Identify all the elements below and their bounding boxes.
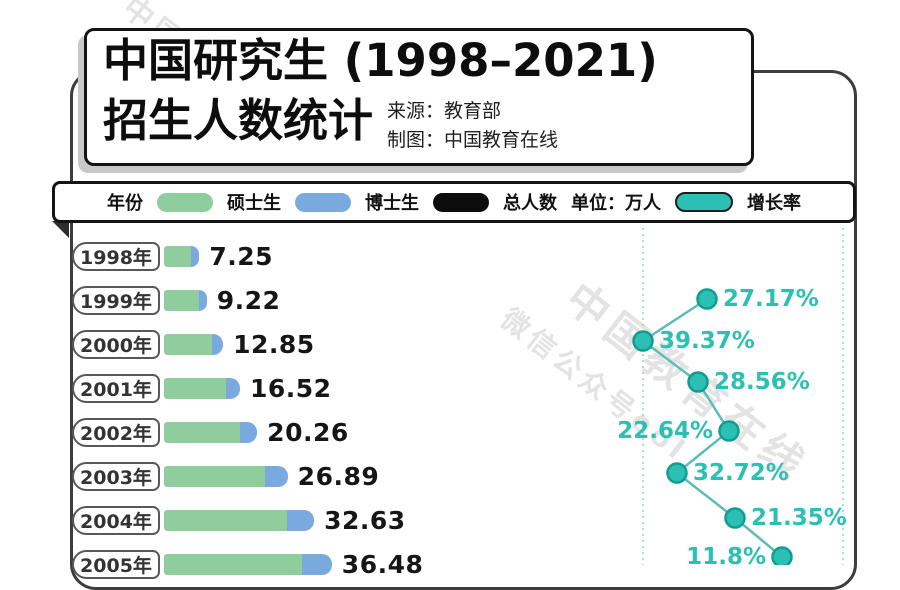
credit-text: 制图：中国教育在线: [387, 129, 559, 152]
doctoral-bar-segment: [212, 333, 224, 355]
doctoral-bar-segment: [287, 509, 315, 531]
year-pill: 2003年: [72, 461, 160, 491]
year-row: 2005年 36.48: [72, 548, 423, 580]
year-row: 2002年 20.26: [72, 416, 349, 448]
growth-dot: [696, 288, 718, 310]
year-row: 1999年 9.22: [72, 284, 280, 316]
masters-bar-segment: [164, 509, 288, 531]
year-row: 2001年 16.52: [72, 372, 332, 404]
year-pill: 2000年: [72, 329, 160, 359]
title-box: 中国研究生 (1998–2021) 招生人数统计 来源：教育部 制图：中国教育在…: [84, 28, 754, 166]
total-value: 36.48: [341, 549, 424, 579]
doctoral-bar-segment: [265, 465, 288, 487]
total-value: 7.25: [209, 241, 274, 271]
growth-dot: [666, 462, 688, 484]
doctoral-bar-segment: [301, 553, 332, 575]
page-title-line2: 招生人数统计: [103, 94, 374, 148]
total-value: 20.26: [267, 417, 349, 447]
enrollment-bar: [164, 377, 240, 399]
growth-rate-value: 11.8%: [686, 544, 766, 570]
enrollment-bar: [164, 333, 224, 355]
enrollment-bar: [164, 245, 200, 267]
masters-bar-segment: [164, 245, 192, 267]
enrollment-bar: [164, 553, 332, 575]
growth-rate-value: 39.37%: [659, 328, 755, 354]
growth-dot: [771, 546, 793, 565]
growth-rate-value: 28.56%: [714, 369, 810, 395]
doctoral-bar-segment: [198, 289, 207, 311]
doctoral-bar-segment: [240, 421, 258, 443]
year-row: 1998年 7.25: [72, 240, 273, 272]
masters-swatch: [157, 192, 213, 212]
legend-growth-label: 增长率: [747, 193, 801, 214]
growth-dot: [724, 507, 746, 529]
year-row: 2003年 26.89: [72, 460, 379, 492]
legend-fold-corner: [52, 221, 69, 238]
enrollment-bar: [164, 289, 207, 311]
year-row: 2000年 12.85: [72, 328, 315, 360]
enrollment-bar: [164, 509, 315, 531]
masters-bar-segment: [164, 377, 227, 399]
growth-line-chart: [632, 228, 844, 565]
year-row: 2004年 32.63: [72, 504, 406, 536]
growth-rate-value: 21.35%: [751, 505, 847, 531]
year-pill: 1998年: [72, 241, 160, 271]
year-pill: 1999年: [72, 285, 160, 315]
source-text: 来源：教育部: [387, 99, 502, 122]
total-value: 9.22: [216, 285, 281, 315]
doctoral-bar-segment: [191, 245, 200, 267]
total-value: 12.85: [233, 329, 315, 359]
growth-dot: [632, 330, 654, 352]
growth-swatch: [675, 192, 733, 212]
total-swatch: [433, 192, 489, 212]
masters-bar-segment: [164, 553, 302, 575]
legend-doctoral-label: 博士生: [365, 193, 419, 214]
growth-rate-value: 32.72%: [693, 460, 789, 486]
legend-total-label: 总人数: [503, 193, 557, 214]
growth-dot: [687, 371, 709, 393]
growth-rate-value: 27.17%: [723, 286, 819, 312]
year-pill: 2001年: [72, 373, 160, 403]
masters-bar-segment: [164, 421, 241, 443]
growth-dot: [718, 420, 740, 442]
total-value: 26.89: [297, 461, 380, 491]
year-pill: 2002年: [72, 417, 160, 447]
masters-bar-segment: [164, 333, 213, 355]
doctoral-swatch: [295, 192, 351, 212]
legend-year-label: 年份: [107, 193, 143, 214]
masters-bar-segment: [164, 289, 199, 311]
infographic-canvas: 中国教育在线 中国教育在线 微信公众号eol 1998年 7.25 1999年 …: [52, 0, 857, 590]
total-value: 16.52: [249, 373, 332, 403]
masters-bar-segment: [164, 465, 266, 487]
enrollment-bar: [164, 465, 288, 487]
legend-unit-label: 单位：万人: [571, 193, 661, 214]
enrollment-bar: [164, 421, 258, 443]
legend-bar: 年份 硕士生 博士生 总人数 单位：万人 增长率: [52, 181, 856, 223]
year-pill: 2004年: [72, 505, 160, 535]
total-value: 32.63: [324, 505, 406, 535]
page-title-line1: 中国研究生 (1998–2021): [103, 34, 658, 87]
doctoral-bar-segment: [226, 377, 240, 399]
legend-masters-label: 硕士生: [227, 193, 281, 214]
growth-rate-value: 22.64%: [617, 418, 713, 444]
year-pill: 2005年: [72, 549, 160, 579]
